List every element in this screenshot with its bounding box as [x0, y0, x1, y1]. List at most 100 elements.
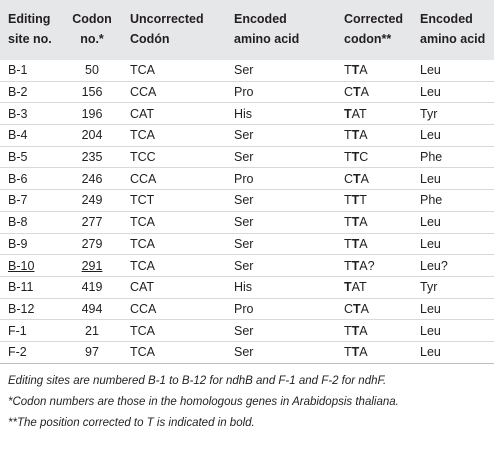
codon-part: T: [344, 258, 352, 273]
codon-part: T: [344, 345, 352, 360]
table-cell: B-10: [0, 254, 62, 277]
table-row: B-10 291 TCA Ser TTA? Leu?: [0, 254, 494, 277]
table-cell: TAT: [336, 102, 412, 126]
codon-part: C: [359, 150, 369, 165]
table-cell: Pro: [226, 167, 336, 191]
codon-part: AT: [351, 280, 367, 295]
codon-part: T: [344, 323, 352, 338]
table-cell: CTA: [336, 81, 412, 104]
table-cell: TTA: [336, 60, 412, 82]
table-cell: TTA: [336, 211, 412, 234]
table-cell: 196: [62, 102, 122, 126]
codon-part: A: [359, 63, 368, 78]
header-line: Codon: [72, 12, 112, 26]
table-row: B-4 204 TCA Ser TTA Leu: [0, 124, 494, 147]
codon-part: T: [351, 150, 360, 165]
table-cell: Ser: [226, 233, 336, 256]
table-cell: 156: [62, 81, 122, 104]
table-cell: Ser: [226, 60, 336, 82]
table-cell: 235: [62, 146, 122, 169]
codon-part: T: [344, 215, 352, 230]
table-cell: His: [226, 102, 336, 126]
table-cell: TCA: [122, 211, 226, 234]
header-line: amino acid: [420, 32, 486, 46]
table-cell: TCA: [122, 60, 226, 82]
header-line: amino acid: [234, 32, 300, 46]
table-cell: Leu: [412, 319, 494, 342]
table-cell: Leu?: [412, 254, 494, 277]
table-row: B-12 494 CCA Pro CTA Leu: [0, 298, 494, 321]
footnotes: Editing sites are numbered B-1 to B-12 f…: [0, 364, 494, 434]
table-cell: CAT: [122, 102, 226, 126]
table-cell: TCA: [122, 341, 226, 364]
table-header: Editing site no. Codon no.* Uncorrected Codón…: [0, 0, 494, 60]
table-cell: Leu: [412, 233, 494, 256]
codon-part: T: [344, 193, 352, 208]
header-cell: Encoded amino acid: [226, 0, 336, 60]
table-cell: TCC: [122, 146, 226, 169]
table-cell: Pro: [226, 298, 336, 321]
table-cell: 21: [62, 319, 122, 342]
table-row: B-1 50 TCA Ser TTA Leu: [0, 60, 494, 82]
header-line: Encoded: [234, 12, 287, 26]
table-row: B-5 235 TCC Ser TTC Phe: [0, 146, 494, 169]
header-line: codon**: [344, 32, 392, 46]
table-cell: CTA: [336, 298, 412, 321]
codon-part: T: [353, 301, 361, 316]
header-cell: Uncorrected Codón: [122, 0, 226, 60]
table-cell: Leu: [412, 60, 494, 82]
codon-part: A: [360, 171, 370, 186]
table-cell: Tyr: [412, 102, 494, 126]
table-cell: B-12: [0, 298, 62, 321]
table-cell: TTT: [336, 189, 412, 212]
header-line: Corrected: [344, 12, 404, 26]
table-row: B-2 156 CCA Pro CTA Leu: [0, 81, 494, 104]
table-cell: Ser: [226, 146, 336, 169]
codon-part: T: [344, 280, 352, 295]
table-cell: Ser: [226, 341, 336, 364]
table-cell: Tyr: [412, 276, 494, 299]
table-cell: TTA: [336, 124, 412, 147]
codon-part: C: [344, 171, 354, 186]
header-line: Encoded: [420, 12, 473, 26]
codon-part: A: [359, 345, 368, 360]
table-cell: His: [226, 276, 336, 299]
codon-part: T: [351, 63, 360, 78]
table-cell: F-1: [0, 319, 62, 342]
header-cell: Editing site no.: [0, 0, 62, 60]
table-cell: B-11: [0, 276, 62, 299]
header-line: site no.: [8, 32, 52, 46]
table-cell: Ser: [226, 254, 336, 277]
codon-part: T: [351, 128, 360, 143]
table-cell: Leu: [412, 341, 494, 364]
table-cell: B-6: [0, 167, 62, 191]
codon-part: T: [351, 236, 360, 251]
table-cell: Ser: [226, 189, 336, 212]
table-cell: 277: [62, 211, 122, 234]
codon-part: T: [353, 171, 361, 186]
table-cell: Pro: [226, 81, 336, 104]
header-cell: Corrected codon**: [336, 0, 412, 60]
table-cell: CAT: [122, 276, 226, 299]
codon-part: A: [359, 236, 368, 251]
table-cell: Phe: [412, 189, 494, 212]
header-row: Editing site no. Codon no.* Uncorrected Codón…: [0, 0, 494, 60]
footnote: Editing sites are numbered B-1 to B-12 f…: [8, 374, 387, 387]
codon-part: C: [344, 85, 354, 100]
header-cell: Codon no.*: [62, 0, 122, 60]
codon-part: T: [359, 193, 367, 208]
table-cell: CCA: [122, 167, 226, 191]
table-row: B-7 249 TCT Ser TTT Phe: [0, 189, 494, 212]
data-table: Editing site no. Codon no.* Uncorrected Codón…: [0, 0, 494, 364]
table-cell: 204: [62, 124, 122, 147]
codon-part: A: [359, 323, 368, 338]
table-cell: Ser: [226, 211, 336, 234]
codon-part: T: [351, 345, 360, 360]
table-cell: Phe: [412, 146, 494, 169]
table-cell: TCT: [122, 189, 226, 212]
header-line: no.*: [80, 32, 104, 46]
table-cell: B-8: [0, 211, 62, 234]
header-line: Editing: [8, 12, 51, 26]
codon-part: A?: [359, 258, 375, 273]
codon-part: A: [359, 215, 368, 230]
